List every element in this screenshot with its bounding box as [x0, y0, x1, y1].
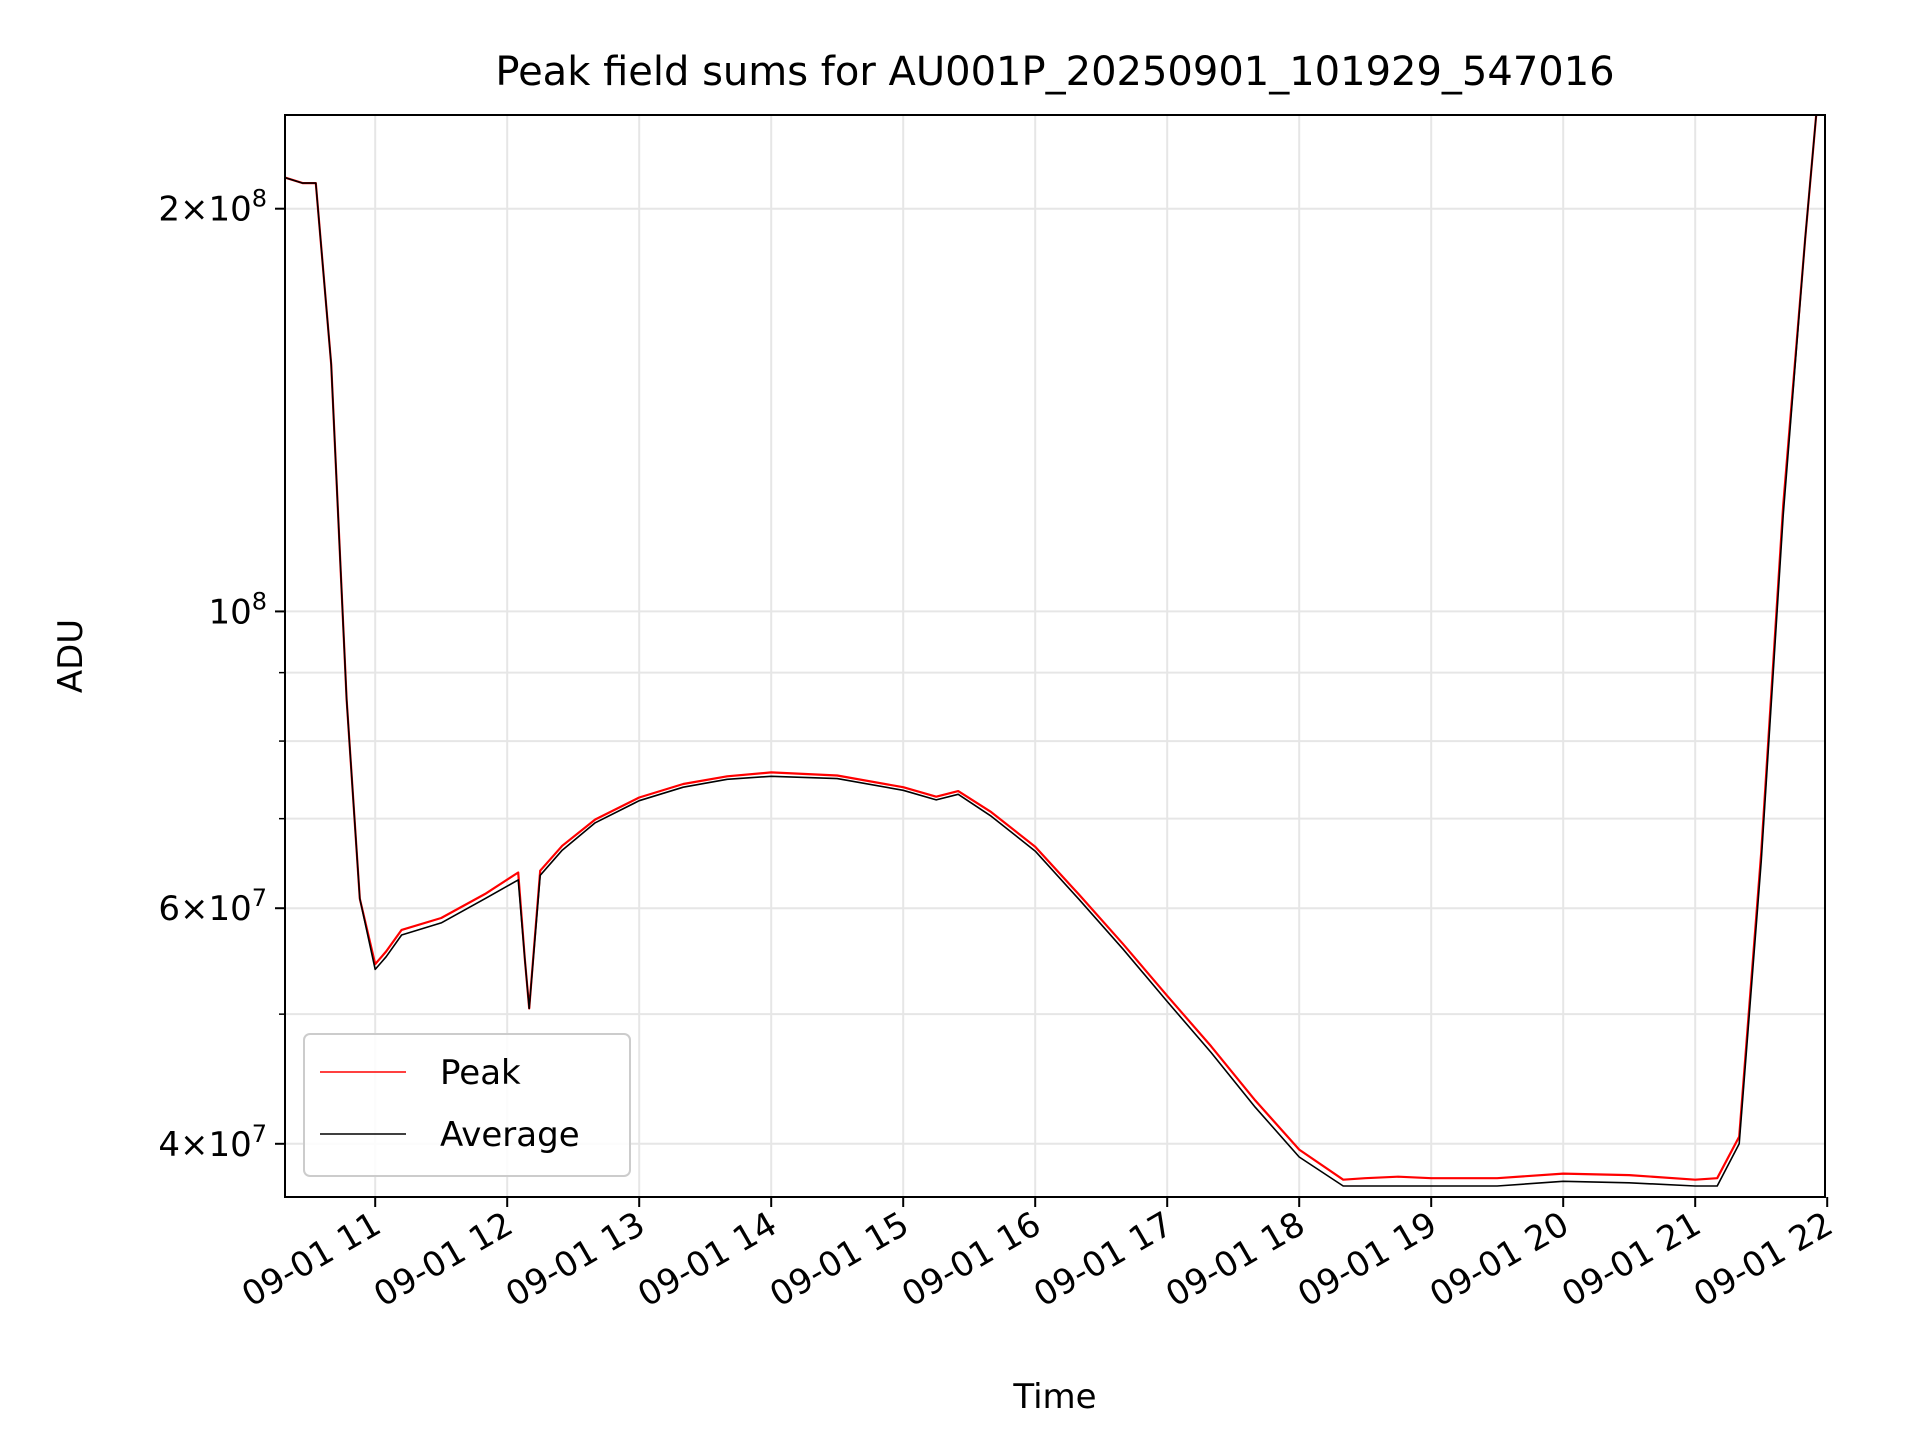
- y-tick-label: 108: [208, 587, 267, 632]
- chart-title: Peak field sums for AU001P_20250901_1019…: [495, 49, 1614, 95]
- series-group: [284, 114, 1818, 1187]
- legend-box: [303, 1033, 631, 1177]
- legend: Peak Average: [303, 1033, 631, 1177]
- legend-label-peak: Peak: [440, 1053, 521, 1093]
- plot-frame: [284, 114, 1826, 1198]
- y-axis-label: ADU: [51, 619, 91, 693]
- y-tick-label: 4×107: [158, 1120, 267, 1165]
- series-average-line: [284, 114, 1817, 1187]
- legend-label-average: Average: [440, 1115, 580, 1155]
- y-tick-label: 6×107: [158, 884, 267, 929]
- series-peak-line: [284, 114, 1818, 1181]
- x-axis-label: Time: [1012, 1377, 1096, 1417]
- y-axis: 4×107 6×107 108 2×108: [158, 185, 285, 1165]
- y-tick-label: 2×108: [158, 185, 267, 230]
